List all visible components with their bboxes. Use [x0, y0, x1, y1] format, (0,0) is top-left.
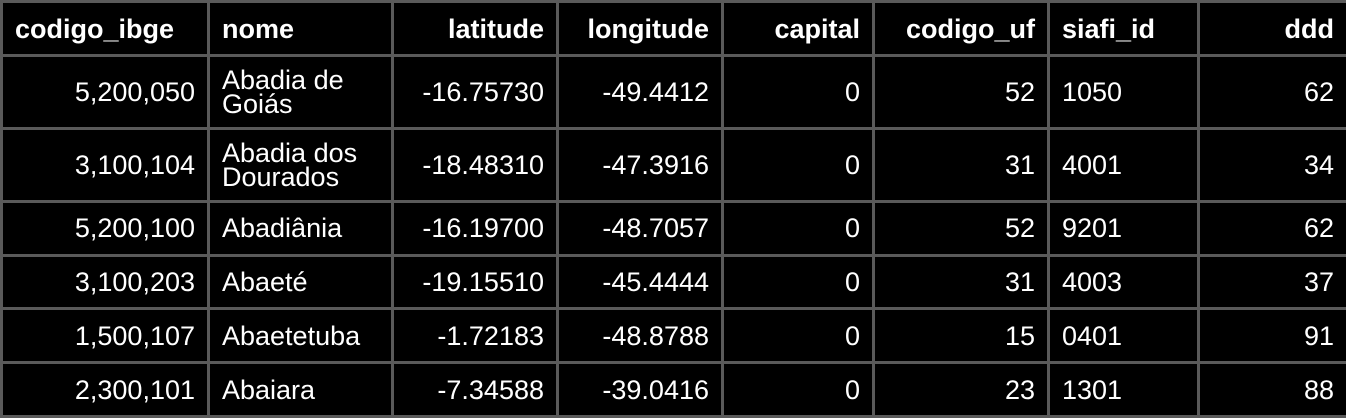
table-row: 3,100,104 Abadia dos Dourados -18.48310 … — [0, 127, 1346, 203]
table-cell: 88 — [1197, 361, 1346, 418]
table-cell: Abadia dos Dourados — [207, 127, 394, 203]
header-row: codigo_ibge nome latitude longitude capi… — [0, 0, 1346, 57]
table-cell: 4003 — [1047, 253, 1200, 311]
table-cell: 37 — [1197, 253, 1346, 311]
table-cell: 0 — [721, 361, 875, 418]
column-header: capital — [721, 0, 875, 57]
table-cell: 3,100,104 — [0, 127, 210, 203]
table-cell: 0 — [721, 127, 875, 203]
table-cell: -47.3916 — [556, 127, 724, 203]
table-cell: -39.0416 — [556, 361, 724, 418]
table-cell: -48.7057 — [556, 200, 724, 257]
table-cell: 9201 — [1047, 200, 1200, 257]
table-cell: 62 — [1197, 200, 1346, 257]
column-header: siafi_id — [1047, 0, 1200, 57]
table-cell: Abaeté — [207, 253, 394, 311]
table-cell: 91 — [1197, 307, 1346, 365]
table-cell: 31 — [872, 127, 1050, 203]
table-cell: 0 — [721, 307, 875, 365]
table-row: 2,300,101 Abaiara -7.34588 -39.0416 0 23… — [0, 361, 1346, 418]
table-row: 3,100,203 Abaeté -19.15510 -45.4444 0 31… — [0, 253, 1346, 311]
table-cell: Abadiânia — [207, 200, 394, 257]
table-cell: 52 — [872, 54, 1050, 130]
table-cell: 5,200,050 — [0, 54, 210, 130]
table-cell: 3,100,203 — [0, 253, 210, 311]
table-cell: -18.48310 — [391, 127, 559, 203]
table-cell: 0 — [721, 253, 875, 311]
table-cell: 52 — [872, 200, 1050, 257]
table-row: 1,500,107 Abaetetuba -1.72183 -48.8788 0… — [0, 307, 1346, 365]
table-cell: 1050 — [1047, 54, 1200, 130]
table-cell: -45.4444 — [556, 253, 724, 311]
column-header: ddd — [1197, 0, 1346, 57]
table-cell: 0401 — [1047, 307, 1200, 365]
table-row: 5,200,100 Abadiânia -16.19700 -48.7057 0… — [0, 200, 1346, 257]
table-cell: -16.19700 — [391, 200, 559, 257]
column-header: nome — [207, 0, 394, 57]
table-cell: -1.72183 — [391, 307, 559, 365]
table-cell: Abaetetuba — [207, 307, 394, 365]
table-cell: 23 — [872, 361, 1050, 418]
table-cell: 1,500,107 — [0, 307, 210, 365]
table-cell: -19.15510 — [391, 253, 559, 311]
column-header: longitude — [556, 0, 724, 57]
table-cell: 2,300,101 — [0, 361, 210, 418]
column-header: codigo_ibge — [0, 0, 210, 57]
table-cell: 15 — [872, 307, 1050, 365]
table-cell: 4001 — [1047, 127, 1200, 203]
table-cell: 31 — [872, 253, 1050, 311]
table-cell: -48.8788 — [556, 307, 724, 365]
table-cell: 34 — [1197, 127, 1346, 203]
table-row: 5,200,050 Abadia de Goiás -16.75730 -49.… — [0, 54, 1346, 130]
table-cell: Abaiara — [207, 361, 394, 418]
table-cell: -7.34588 — [391, 361, 559, 418]
table-cell: 1301 — [1047, 361, 1200, 418]
table-cell: -49.4412 — [556, 54, 724, 130]
table-cell: 0 — [721, 200, 875, 257]
table-cell: -16.75730 — [391, 54, 559, 130]
column-header: codigo_uf — [872, 0, 1050, 57]
table-cell: 5,200,100 — [0, 200, 210, 257]
table-cell: 62 — [1197, 54, 1346, 130]
table-cell: Abadia de Goiás — [207, 54, 394, 130]
table-cell: 0 — [721, 54, 875, 130]
column-header: latitude — [391, 0, 559, 57]
